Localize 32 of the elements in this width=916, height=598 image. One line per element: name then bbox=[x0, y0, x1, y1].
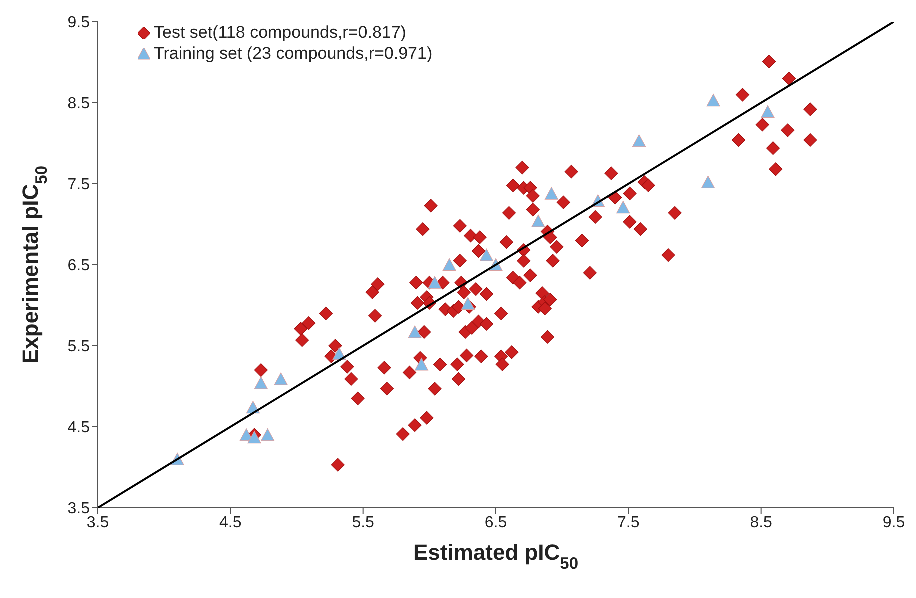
point bbox=[408, 326, 422, 338]
point bbox=[480, 248, 494, 262]
point bbox=[532, 214, 546, 228]
legend-label: Test set(118 compounds,r=0.817) bbox=[154, 22, 406, 43]
point bbox=[261, 428, 275, 442]
x-tick-label: 9.5 bbox=[882, 514, 906, 532]
point bbox=[461, 297, 475, 310]
x-tick-label: 8.5 bbox=[750, 514, 773, 532]
x-tick-label: 4.5 bbox=[220, 514, 242, 532]
point bbox=[544, 187, 559, 200]
x-tick-label: 5.5 bbox=[352, 514, 375, 532]
point bbox=[706, 94, 720, 107]
y-tick-label: 5.5 bbox=[68, 338, 90, 356]
y-tick-label: 9.5 bbox=[68, 14, 90, 32]
point bbox=[254, 376, 268, 390]
y-tick-label: 6.5 bbox=[68, 258, 90, 275]
point bbox=[274, 372, 288, 386]
point bbox=[632, 134, 646, 148]
y-tick-label: 7.5 bbox=[68, 176, 90, 194]
x-tick-label: 7.5 bbox=[618, 514, 640, 532]
point bbox=[442, 258, 456, 272]
x-axis-title: Estimated pIC$_{50}$ bbox=[413, 540, 579, 573]
point bbox=[616, 201, 630, 214]
y-tick-label: 4.5 bbox=[68, 420, 90, 437]
x-tick-label: 6.5 bbox=[484, 514, 508, 532]
y-tick-label: 8.5 bbox=[68, 96, 90, 113]
point bbox=[414, 358, 429, 371]
point bbox=[248, 431, 262, 444]
legend-label: Training set (23 compounds,r=0.971) bbox=[154, 43, 433, 64]
point bbox=[761, 105, 775, 118]
point bbox=[701, 176, 716, 188]
point bbox=[428, 276, 442, 289]
